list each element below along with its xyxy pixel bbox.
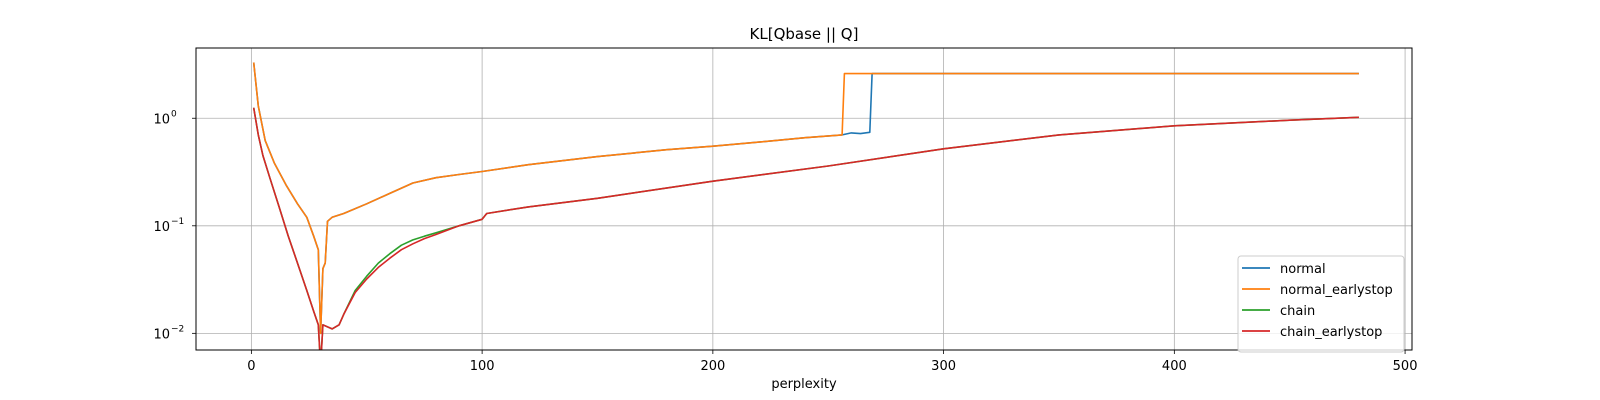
legend-label: normal <box>1280 262 1326 277</box>
y-tick-label: 10 <box>153 112 170 127</box>
x-tick-label: 0 <box>247 359 255 374</box>
y-tick-exponent: 0 <box>171 109 177 119</box>
grid-lines <box>196 48 1412 350</box>
x-axis-label: perplexity <box>771 377 837 392</box>
x-tick-label: 100 <box>470 359 495 374</box>
chart-title: KL[Qbase || Q] <box>750 25 859 43</box>
x-tick-label: 200 <box>700 359 725 374</box>
y-tick-exponent: −2 <box>171 324 184 334</box>
series-line-chain <box>252 107 1359 350</box>
y-tick-label: 10 <box>153 220 170 235</box>
x-tick-label: 300 <box>931 359 956 374</box>
y-tick-exponent: −1 <box>171 217 184 227</box>
series-line-normal-earlystop <box>252 62 1359 335</box>
series-group <box>252 62 1359 350</box>
series-layer <box>252 62 1359 350</box>
legend-label: chain <box>1280 304 1315 319</box>
series-line-normal <box>252 62 1359 335</box>
legend-box <box>1237 255 1405 353</box>
legend-label: normal_earlystop <box>1280 283 1393 298</box>
x-tick-label: 400 <box>1162 359 1187 374</box>
x-axis: 0 100 200 300 400 500 <box>247 350 1417 374</box>
legend-label: chain_earlystop <box>1280 325 1382 340</box>
y-tick-label: 10 <box>153 327 170 342</box>
plot-frame <box>195 47 1413 351</box>
x-tick-label: 500 <box>1393 359 1418 374</box>
series-line-chain-earlystop <box>252 107 1359 350</box>
